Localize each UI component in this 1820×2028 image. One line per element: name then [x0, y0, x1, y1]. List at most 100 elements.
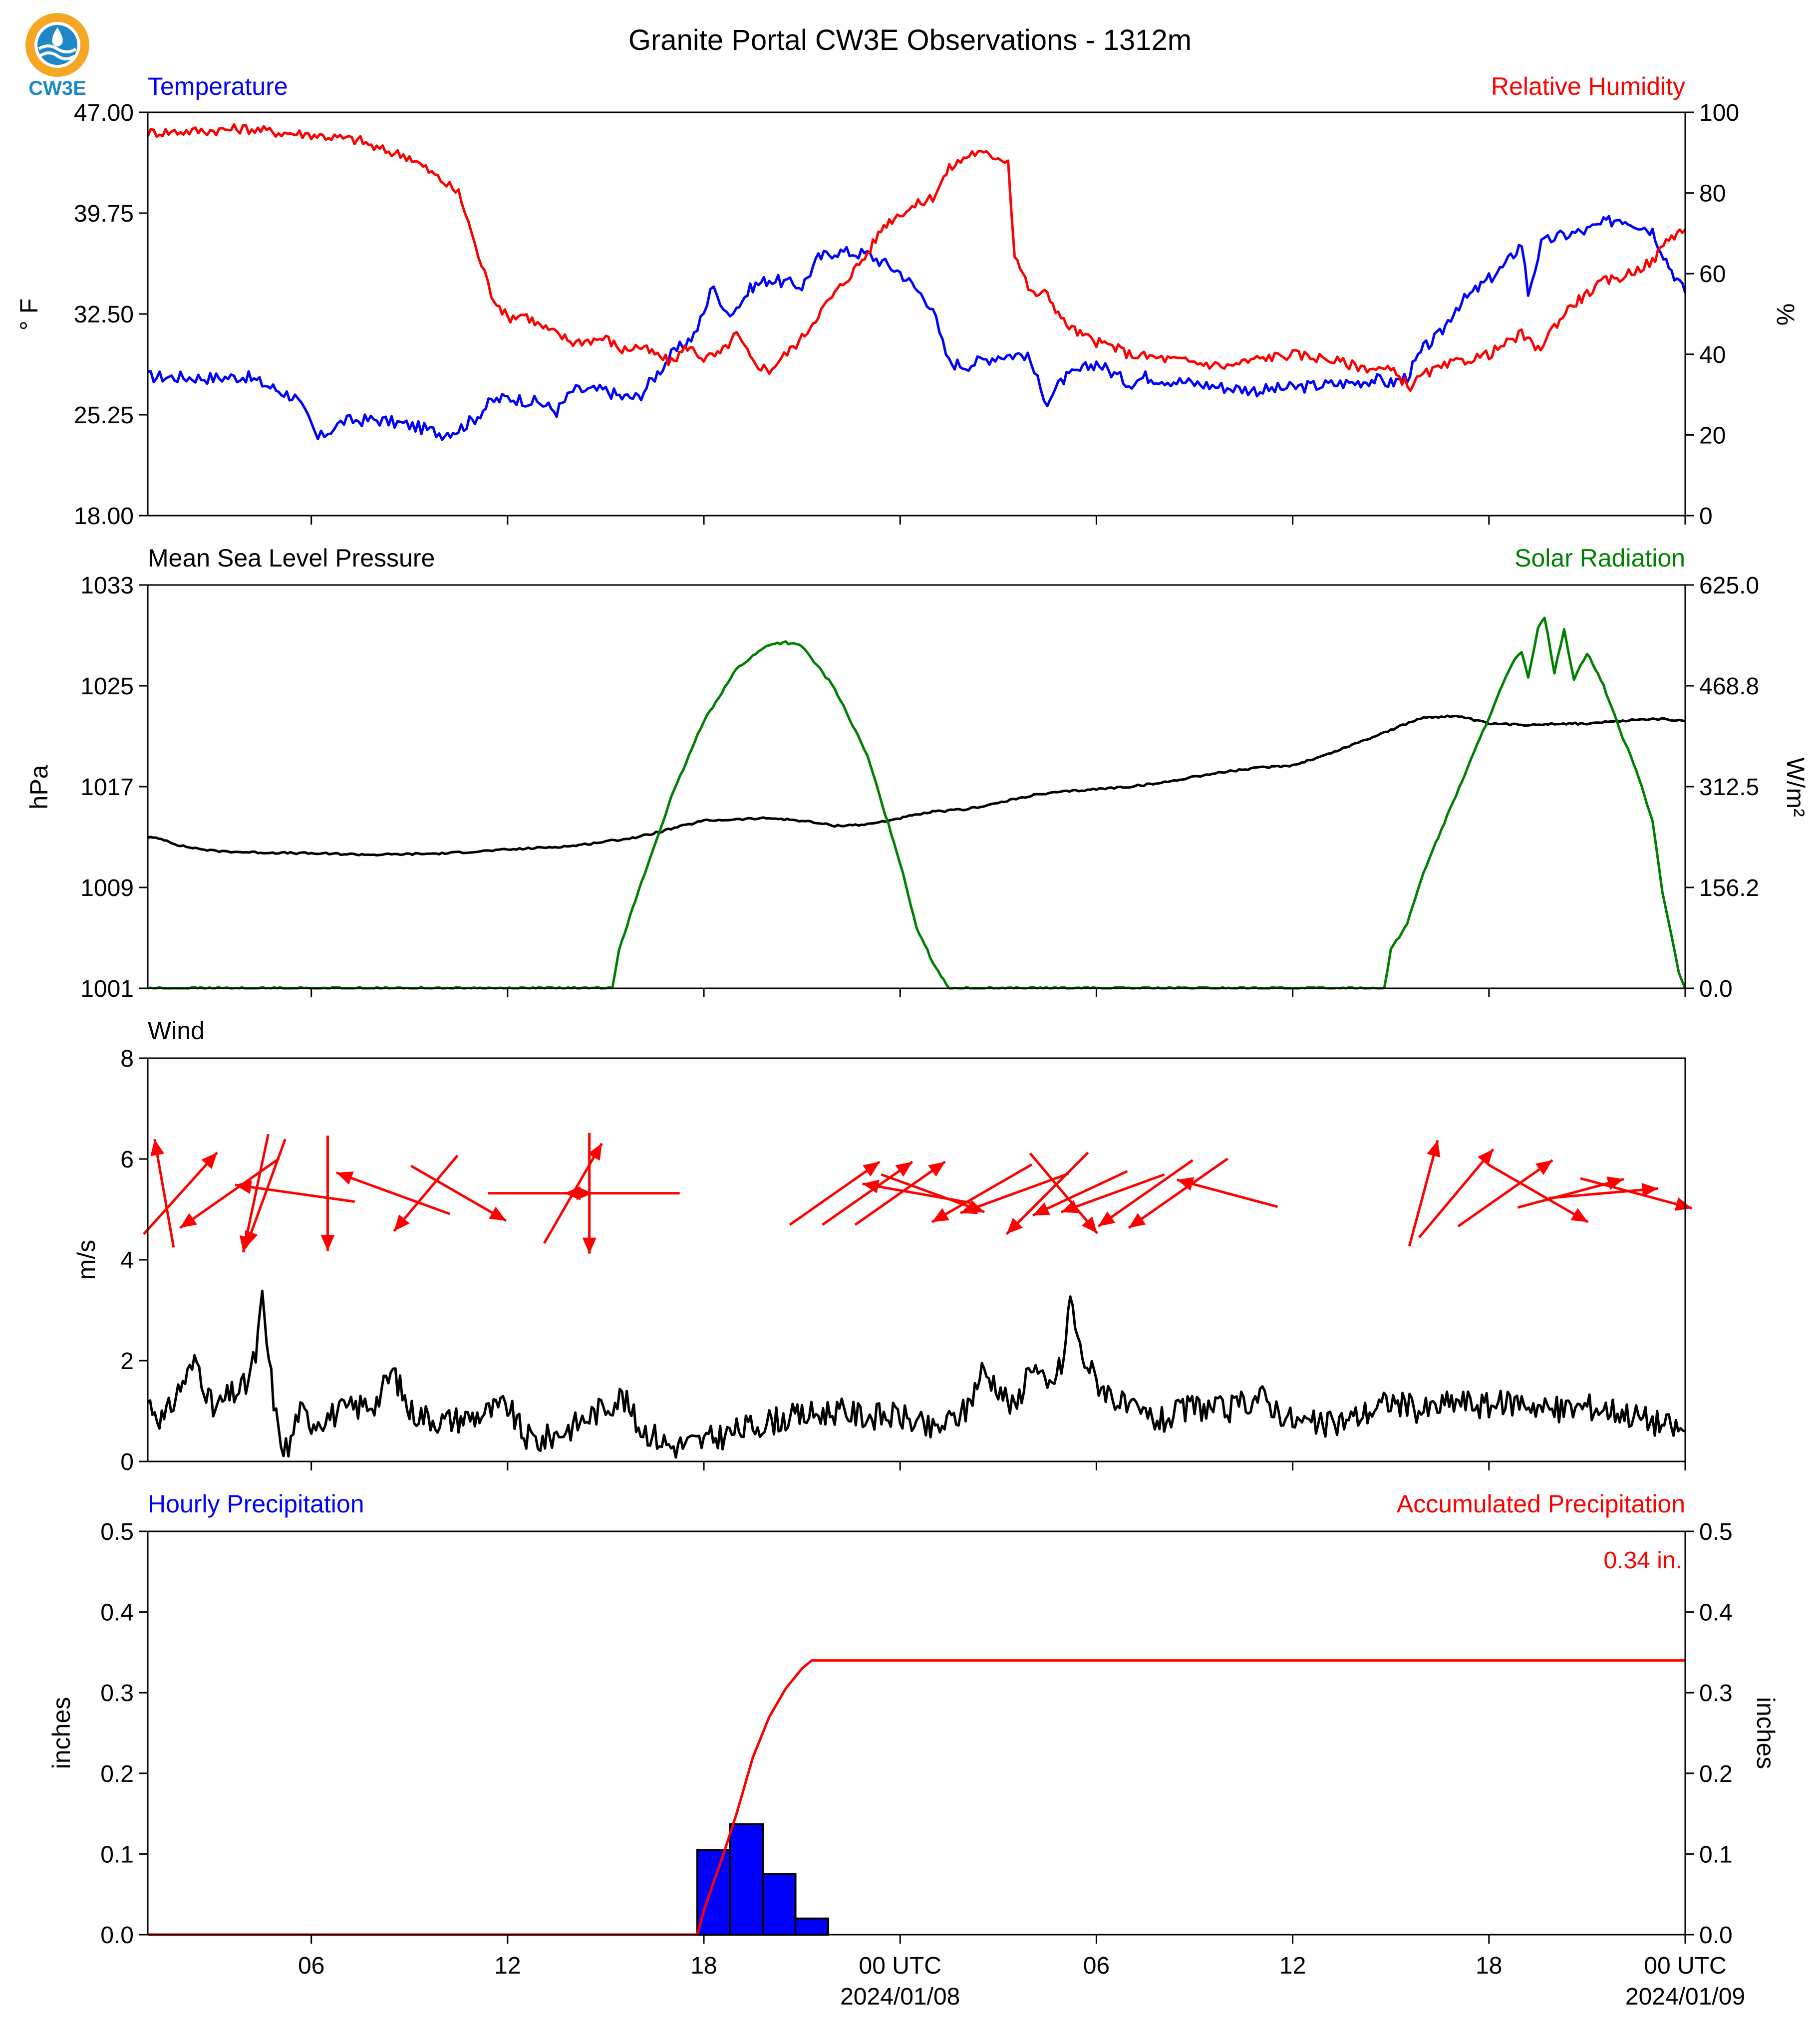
- y-tick-label: 0.5: [100, 1519, 134, 1545]
- humidity-line: [146, 123, 1686, 392]
- wind-arrow-shaft: [179, 1158, 280, 1229]
- temperature-ticks: 18.00 25.25 32.50 39.75 47.00: [74, 100, 148, 530]
- wind-arrow-shaft: [1097, 1159, 1194, 1227]
- wind-arrow-shaft: [931, 1163, 1033, 1223]
- panel1-x-ticks: [310, 516, 1686, 525]
- wind-arrow-shaft: [143, 1152, 218, 1235]
- wind-arrow: [1487, 1163, 1589, 1223]
- wind-arrow-shaft: [1176, 1178, 1278, 1208]
- wind-arrow: [1032, 1170, 1128, 1217]
- wind-arrow-head: [1129, 1213, 1146, 1228]
- y-tick-label: 39.75: [74, 201, 134, 227]
- temperature-line: [147, 215, 1687, 441]
- wind-arrow-shaft: [854, 1160, 946, 1226]
- x-tick-label: 12: [494, 1953, 521, 1979]
- logo-droplet-icon: [52, 27, 63, 46]
- wind-arrow-shaft: [1548, 1187, 1658, 1199]
- wind-arrow-head: [1535, 1160, 1553, 1175]
- y-tick-label-right: 468.8: [1699, 673, 1759, 700]
- logo-text: CW3E: [28, 77, 86, 99]
- y-tick-label: 18.00: [74, 503, 134, 530]
- wind-arrow-shaft: [1487, 1163, 1589, 1223]
- x-tick-label: 00 UTC: [1644, 1953, 1726, 1979]
- wind-arrow-head: [863, 1161, 880, 1177]
- wind-arrow: [335, 1171, 451, 1215]
- panel3-x-ticks: [310, 1461, 1686, 1470]
- wind-arrow-shaft: [1032, 1170, 1128, 1217]
- wind-arrow-shaft: [1580, 1177, 1692, 1209]
- logo-sun-ring: [25, 13, 89, 77]
- pressure-solar-panel: Mean Sea Level Pressure Solar Radiation …: [25, 544, 1810, 1002]
- wind-arrow-head: [336, 1171, 354, 1185]
- figure-title: Granite Portal CW3E Observations - 1312m: [628, 24, 1192, 56]
- wind-arrow-head: [489, 1206, 506, 1221]
- wind-arrow-shaft: [245, 1139, 287, 1248]
- wind-arrow-head: [1081, 1216, 1098, 1233]
- wind-arrow-head: [180, 1213, 197, 1228]
- y-tick-label: 0.4: [100, 1600, 134, 1626]
- hourly-precip-title: Hourly Precipitation: [148, 1490, 364, 1518]
- logo-wave-1: [38, 44, 77, 53]
- x-tick-label: 00 UTC: [859, 1953, 941, 1979]
- logo-wave-2: [39, 51, 76, 60]
- y-tick-label: 8: [120, 1046, 134, 1072]
- wind-arrow-head: [1570, 1208, 1588, 1222]
- wind-arrow: [1580, 1177, 1692, 1211]
- y-tick-label: 1033: [80, 573, 134, 599]
- y-tick-label-right: 0.1: [1699, 1841, 1733, 1868]
- wind-arrow-head: [960, 1201, 978, 1214]
- y-tick-label: 1001: [80, 976, 134, 1002]
- y-tick-label: 47.00: [74, 100, 134, 126]
- solar-line: [147, 616, 1687, 990]
- wind-arrow: [1176, 1177, 1278, 1208]
- y-tick-label-right: 0.4: [1699, 1600, 1733, 1626]
- wind-arrow: [822, 1160, 913, 1226]
- panel4-x-ticks: [310, 1935, 1686, 1944]
- accum-precip-axis-label: inches: [1752, 1697, 1780, 1769]
- wind-arrow-head: [582, 1237, 597, 1254]
- wind-arrow: [1128, 1158, 1228, 1229]
- wind-arrow-head: [862, 1179, 880, 1193]
- wind-speed-line: [147, 1289, 1686, 1459]
- wind-arrow-head: [1177, 1177, 1195, 1191]
- pressure-solar-frame: [147, 584, 1686, 989]
- x-tick-label: 18: [690, 1953, 717, 1979]
- y-tick-label: 6: [120, 1147, 134, 1173]
- wind-arrow: [245, 1139, 287, 1248]
- pressure-ticks: 1001 1009 1017 1025 1033: [80, 573, 148, 1002]
- y-tick-label: 2: [120, 1348, 134, 1375]
- hourly-precip-axis-label: inches: [47, 1697, 75, 1769]
- y-tick-label-right: 156.2: [1699, 875, 1759, 901]
- x-tick-label: 18: [1476, 1953, 1502, 1979]
- wind-arrow: [1408, 1140, 1441, 1247]
- wind-arrow-shaft: [335, 1171, 451, 1215]
- wind-arrow: [1029, 1153, 1098, 1234]
- wind-arrow-shaft: [153, 1139, 175, 1248]
- humidity-title: Relative Humidity: [1491, 72, 1685, 100]
- wind-arrow-head: [1032, 1202, 1050, 1215]
- time-axis-labels: 06 12 18 00 UTC 2024/01/08 06 12 18 00 UTC 2024/0…: [298, 1953, 1745, 2010]
- wind-arrow-shaft: [393, 1155, 459, 1232]
- humidity-axis-label: %: [1772, 303, 1800, 325]
- y-tick-label-right: 625.0: [1699, 573, 1759, 599]
- accum-total-annotation: 0.34 in.: [1604, 1547, 1682, 1574]
- wind-arrow-shaft: [822, 1160, 913, 1226]
- wind-arrow: [393, 1155, 459, 1232]
- wind-arrow-head: [245, 1230, 258, 1248]
- precip-bar: [729, 1823, 764, 1936]
- y-tick-label: 0.0: [100, 1922, 134, 1949]
- precipitation-panel: Hourly Precipitation Accumulated Precipi…: [47, 1490, 1780, 2010]
- y-tick-label: 0: [120, 1449, 134, 1475]
- wind-arrow-head: [150, 1139, 165, 1157]
- wind-arrow-shaft: [1408, 1140, 1439, 1247]
- x-date-label: 2024/01/09: [1625, 1984, 1745, 2010]
- wind-ticks: 0 2 4 6 8: [120, 1046, 148, 1475]
- wind-arrow: [564, 1186, 680, 1200]
- wind-arrow: [789, 1160, 881, 1226]
- y-tick-label: 1025: [80, 673, 134, 700]
- y-tick-label: 4: [120, 1247, 134, 1274]
- wind-arrow-shaft: [1418, 1148, 1495, 1238]
- y-tick-label-right: 0.0: [1699, 1922, 1733, 1949]
- y-tick-label: 0.2: [100, 1761, 134, 1787]
